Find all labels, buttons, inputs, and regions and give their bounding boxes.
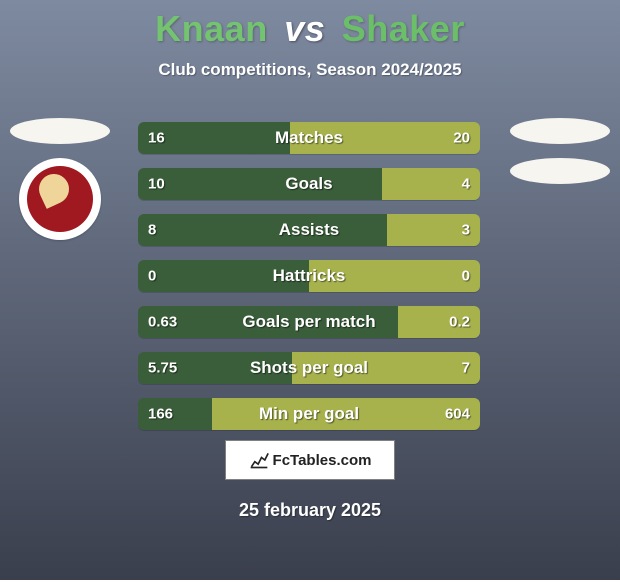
stat-seg-right [309,260,480,292]
stat-seg-left [138,122,290,154]
stat-seg-left [138,260,309,292]
stat-seg-right [212,398,480,430]
stat-seg-left [138,398,212,430]
stat-seg-right [387,214,480,246]
stat-seg-left [138,352,292,384]
stat-row: Assists83 [138,214,480,246]
stat-row: Matches1620 [138,122,480,154]
stat-seg-left [138,214,387,246]
brand-box: FcTables.com [225,440,395,480]
date-text: 25 february 2025 [0,500,620,521]
stat-seg-right [290,122,480,154]
brand-text: FcTables.com [273,452,372,469]
chart-icon [249,450,269,470]
stat-bars: Matches1620 Goals104 Assists83 Hattricks00 G… [138,122,480,430]
crest-icon [27,166,93,232]
stat-row: Hattricks00 [138,260,480,292]
player1-logos [10,118,110,240]
stat-row: Goals104 [138,168,480,200]
stat-seg-left [138,168,382,200]
stat-seg-right [292,352,480,384]
player2-name: Shaker [342,8,465,49]
stat-row: Min per goal166604 [138,398,480,430]
player2-ellipse-2 [510,158,610,184]
player1-ellipse-1 [10,118,110,144]
player1-club-crest [19,158,101,240]
player2-ellipse-1 [510,118,610,144]
stat-row: Shots per goal5.757 [138,352,480,384]
vs-text: vs [284,8,325,49]
stat-row: Goals per match0.630.2 [138,306,480,338]
stat-seg-right [382,168,480,200]
player1-name: Knaan [155,8,268,49]
stat-seg-left [138,306,398,338]
page-title: Knaan vs Shaker [0,0,620,50]
player2-logos [510,118,610,184]
subtitle: Club competitions, Season 2024/2025 [0,60,620,80]
stat-seg-right [398,306,480,338]
